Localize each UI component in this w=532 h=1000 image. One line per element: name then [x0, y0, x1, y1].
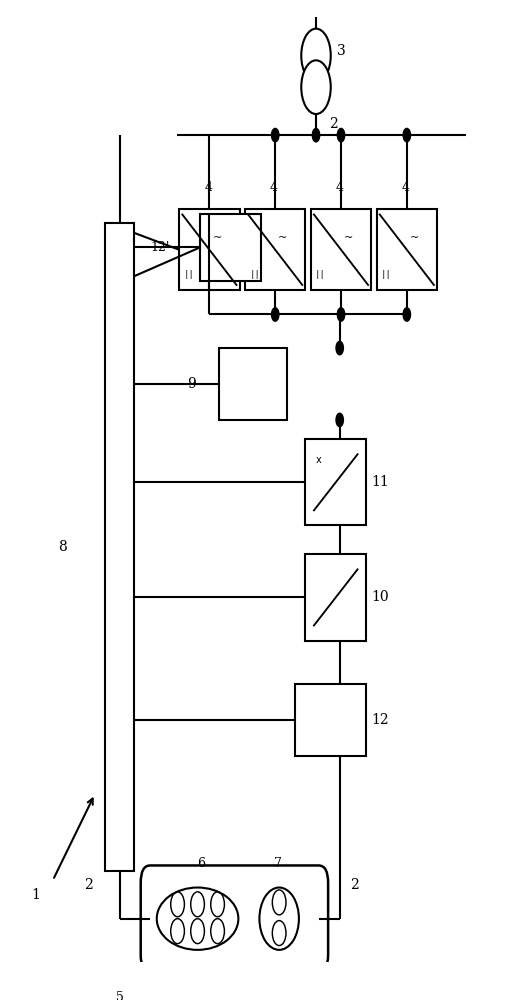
Bar: [295, 684, 366, 756]
Text: ~: ~: [344, 233, 353, 243]
Circle shape: [337, 308, 345, 321]
Circle shape: [337, 128, 345, 142]
Circle shape: [403, 128, 411, 142]
Text: ||: ||: [249, 270, 260, 279]
Bar: [200, 214, 261, 281]
Circle shape: [301, 29, 331, 82]
Text: 2: 2: [85, 878, 93, 892]
Bar: [305, 439, 366, 525]
Bar: [311, 209, 371, 290]
Circle shape: [171, 892, 185, 917]
Text: ||: ||: [381, 270, 392, 279]
Bar: [105, 223, 135, 871]
Circle shape: [271, 128, 279, 142]
Circle shape: [403, 308, 411, 321]
Bar: [179, 209, 240, 290]
Text: 4: 4: [270, 181, 278, 194]
Circle shape: [211, 919, 225, 944]
Text: 2: 2: [329, 117, 338, 131]
Circle shape: [301, 60, 331, 114]
Circle shape: [336, 413, 343, 427]
Text: 12: 12: [371, 713, 389, 727]
Bar: [245, 209, 305, 290]
Circle shape: [190, 919, 204, 944]
Text: ~: ~: [212, 233, 222, 243]
Bar: [305, 554, 366, 641]
Circle shape: [272, 921, 286, 946]
Text: ||: ||: [315, 270, 326, 279]
Text: 2: 2: [350, 878, 359, 892]
Text: 10: 10: [371, 590, 389, 604]
Text: ~: ~: [278, 233, 288, 243]
Text: 4: 4: [204, 181, 212, 194]
Text: ~: ~: [410, 233, 419, 243]
Text: 4: 4: [402, 181, 410, 194]
Text: x: x: [316, 455, 322, 465]
Circle shape: [211, 892, 225, 917]
Circle shape: [271, 308, 279, 321]
FancyBboxPatch shape: [140, 865, 328, 972]
Text: 9: 9: [187, 377, 196, 391]
Text: 7: 7: [274, 857, 282, 870]
Circle shape: [190, 892, 204, 917]
Circle shape: [171, 919, 185, 944]
Text: 6: 6: [197, 857, 205, 870]
Bar: [377, 209, 437, 290]
Bar: [219, 348, 287, 420]
Text: 3: 3: [337, 44, 346, 58]
Circle shape: [312, 128, 320, 142]
Circle shape: [272, 890, 286, 915]
Text: 4: 4: [336, 181, 344, 194]
Text: 1: 1: [32, 888, 40, 902]
Text: 8: 8: [58, 540, 67, 554]
Text: 5: 5: [116, 991, 124, 1000]
Text: ||: ||: [184, 270, 194, 279]
Circle shape: [336, 341, 343, 355]
Text: 12': 12': [150, 241, 170, 254]
Text: 11: 11: [371, 475, 389, 489]
